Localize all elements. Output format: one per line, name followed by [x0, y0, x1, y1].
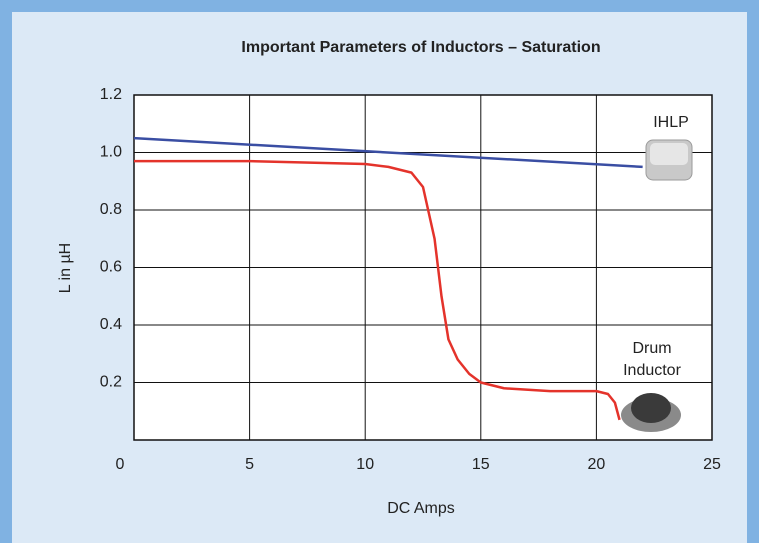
x-tick-label: 25: [703, 456, 721, 473]
y-tick-label: 0.8: [100, 201, 122, 218]
y-tick-label: 1.0: [100, 144, 122, 161]
line: [134, 159, 621, 421]
y-tick-label: 0.4: [100, 316, 122, 333]
y-axis-label: L in µH: [57, 243, 74, 293]
annotation: IHLP: [653, 114, 689, 131]
x-tick-label: 10: [356, 456, 374, 473]
line: [133, 136, 643, 169]
drum-icon: [631, 393, 671, 423]
y-tick-label: 0.2: [100, 374, 122, 391]
x-tick-label: 5: [245, 456, 254, 473]
x-tick-label: 20: [588, 456, 606, 473]
x-tick-label: 0: [116, 456, 125, 473]
x-axis-label: DC Amps: [387, 500, 455, 517]
chart-title: Important Parameters of Inductors – Satu…: [241, 39, 600, 56]
x-tick-label: 15: [472, 456, 490, 473]
ihlp-icon-top: [650, 143, 688, 165]
icons: [621, 139, 693, 432]
y-tick-label: 1.2: [100, 86, 122, 103]
annotation: Drum Inductor: [623, 340, 681, 379]
y-tick-label: 0.6: [100, 259, 122, 276]
